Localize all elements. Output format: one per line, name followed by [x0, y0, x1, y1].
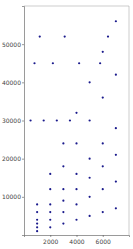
point [102, 51, 104, 53]
tick-mark [22, 44, 24, 45]
chart: 2000 4000 6000 10000 20000 30000 40000 50000 [0, 0, 133, 249]
tick: 50000 [2, 41, 24, 48]
tick: 10000 [2, 193, 24, 200]
point [43, 119, 45, 121]
point [89, 119, 91, 121]
point [102, 165, 104, 167]
point [36, 211, 38, 213]
point [75, 219, 77, 221]
frame [129, 6, 130, 235]
tick-label: 40000 [2, 79, 21, 86]
point [49, 203, 51, 205]
point [115, 20, 117, 22]
tick-mark [22, 121, 24, 122]
tick: 4000 [69, 235, 84, 245]
point [49, 211, 51, 213]
tick-mark [22, 197, 24, 198]
tick-label: 10000 [2, 193, 21, 200]
plot: 2000 4000 6000 10000 20000 30000 40000 50000 [2, 6, 130, 245]
point [49, 219, 51, 221]
point [49, 173, 51, 175]
tick: 2000 [43, 235, 58, 245]
point [75, 112, 77, 114]
point [39, 35, 41, 37]
point [102, 142, 104, 144]
point [62, 200, 64, 202]
point [69, 119, 71, 121]
point [62, 188, 64, 190]
tick-mark [22, 82, 24, 83]
tick-label: 4000 [69, 238, 84, 245]
point [62, 222, 64, 224]
point [89, 196, 91, 198]
tick-label: 50000 [2, 41, 21, 48]
point [36, 230, 38, 232]
point [49, 226, 51, 228]
point [33, 62, 35, 64]
point [36, 222, 38, 224]
point [62, 142, 64, 144]
point [64, 35, 66, 37]
point [99, 62, 101, 64]
point [115, 74, 117, 76]
point [115, 154, 117, 156]
point [115, 207, 117, 209]
tick-label: 20000 [2, 155, 21, 162]
point [36, 226, 38, 228]
point [56, 119, 58, 121]
point [36, 219, 38, 221]
points [29, 20, 117, 232]
tick: 40000 [2, 79, 24, 86]
point [89, 81, 91, 83]
tick-mark [50, 235, 51, 237]
point [49, 188, 51, 190]
point [75, 203, 77, 205]
point [52, 62, 54, 64]
tick-mark [77, 235, 78, 237]
point [89, 177, 91, 179]
point [89, 215, 91, 217]
point [75, 142, 77, 144]
point [115, 180, 117, 182]
point [102, 211, 104, 213]
axis-line [25, 236, 130, 238]
point [107, 35, 109, 37]
point [62, 165, 64, 167]
tick-label: 2000 [43, 238, 58, 245]
tick-label: 30000 [2, 117, 21, 124]
frame [24, 6, 129, 7]
axis-line [22, 7, 25, 236]
point [75, 188, 77, 190]
point [75, 173, 77, 175]
y-axis: 10000 20000 30000 40000 50000 [2, 7, 25, 236]
tick: 20000 [2, 155, 24, 162]
tick-mark [22, 159, 24, 160]
tick: 6000 [96, 235, 111, 245]
point [89, 158, 91, 160]
tick-label: 6000 [96, 238, 111, 245]
point [115, 127, 117, 129]
point [62, 211, 64, 213]
point [102, 97, 104, 99]
tick-mark [103, 235, 104, 237]
point [29, 119, 31, 121]
point [78, 62, 80, 64]
tick: 30000 [2, 117, 24, 124]
point [102, 188, 104, 190]
point [36, 203, 38, 205]
x-axis: 2000 4000 6000 [25, 235, 130, 245]
